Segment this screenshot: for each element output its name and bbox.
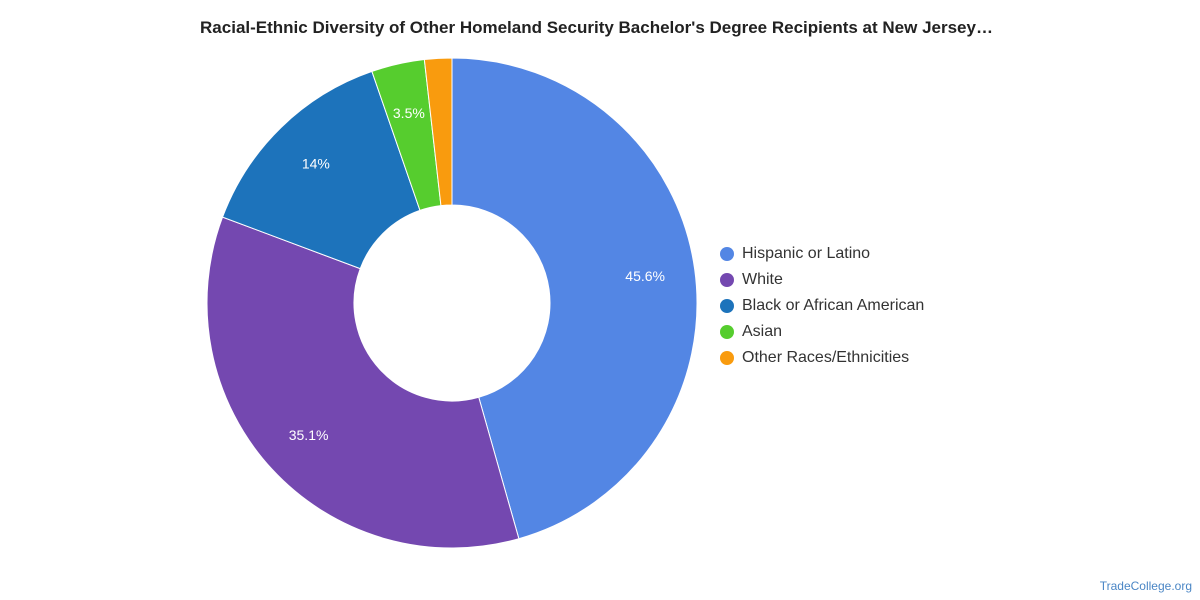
slice-label-1: 35.1% xyxy=(289,427,329,443)
legend-label-0: Hispanic or Latino xyxy=(742,245,871,262)
legend-label-1: White xyxy=(742,271,783,288)
legend-label-4: Other Races/Ethnicities xyxy=(742,349,910,366)
slice-2 xyxy=(221,70,421,270)
slices-group xyxy=(206,57,698,549)
labels-group: 45.6% 35.1% 14% 3.5% xyxy=(289,105,665,443)
legend-item-1[interactable]: White xyxy=(720,267,924,293)
legend-label-2: Black or African American xyxy=(742,297,925,314)
legend-item-4[interactable]: Other Races/Ethnicities xyxy=(720,345,924,371)
slice-1 xyxy=(206,216,520,549)
legend-item-2[interactable]: Black or African American xyxy=(720,293,924,319)
legend-label-3: Asian xyxy=(742,323,783,340)
chart-title: Racial-Ethnic Diversity of Other Homelan… xyxy=(200,18,993,37)
legend-item-0[interactable]: Hispanic or Latino xyxy=(720,241,924,267)
slice-0 xyxy=(451,57,698,540)
legend-item-3[interactable]: Asian xyxy=(720,319,924,345)
legend-swatch-1 xyxy=(720,273,734,287)
legend-swatch-4 xyxy=(720,351,734,365)
legend-swatch-3 xyxy=(720,325,734,339)
legend-swatch-0 xyxy=(720,247,734,261)
source-link[interactable]: TradeCollege.org xyxy=(1099,579,1192,593)
legend: Hispanic or Latino White Black or African … xyxy=(720,241,924,371)
slice-label-0: 45.6% xyxy=(625,268,665,284)
slice-4 xyxy=(423,57,453,207)
slice-label-3: 3.5% xyxy=(393,105,425,121)
slice-label-2: 14% xyxy=(302,155,330,171)
legend-swatch-2 xyxy=(720,299,734,313)
